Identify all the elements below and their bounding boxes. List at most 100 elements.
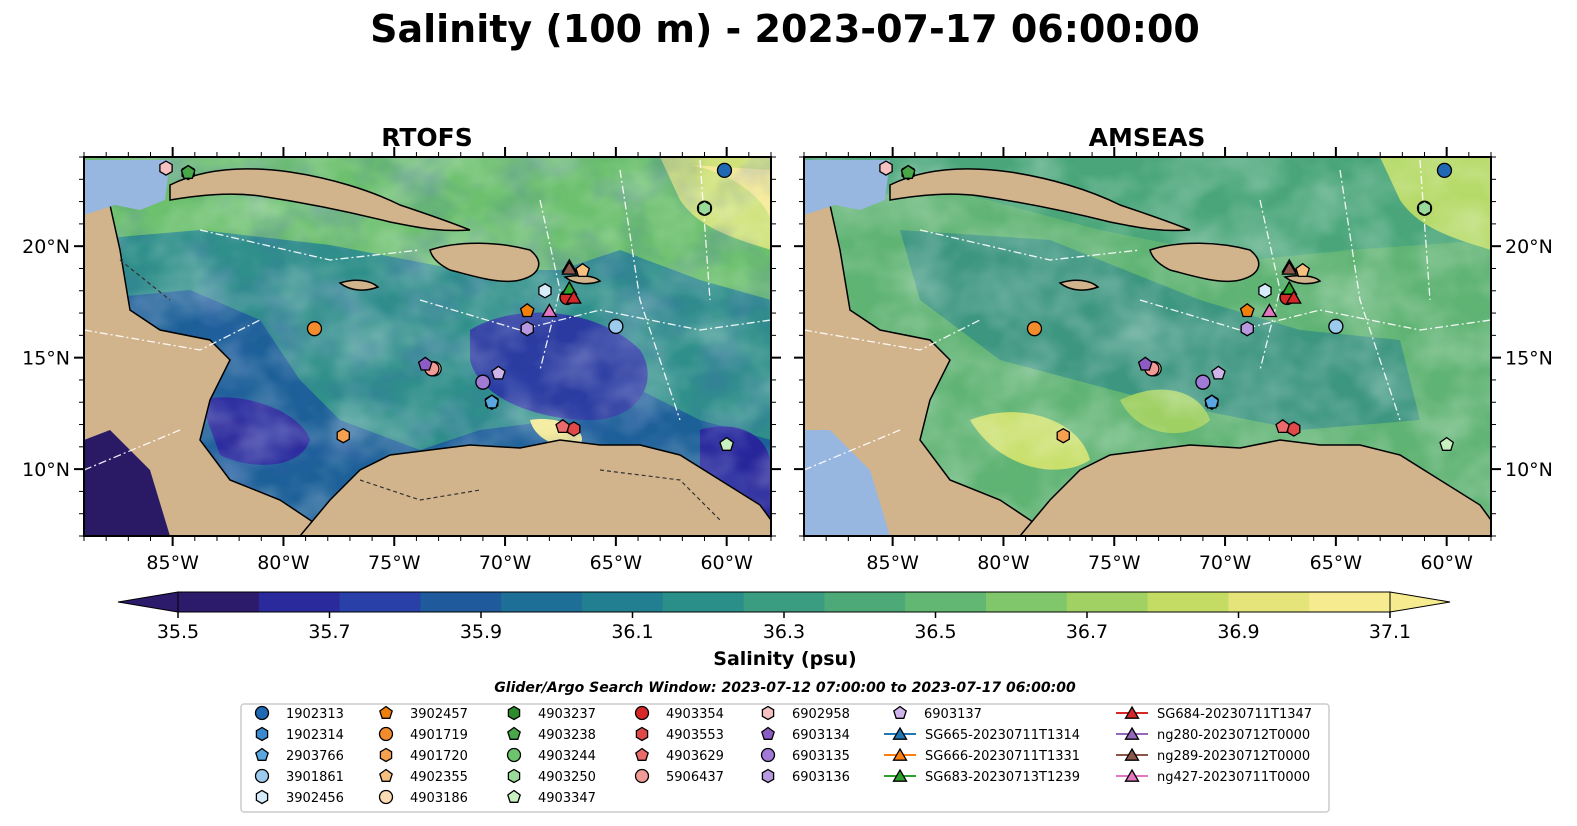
legend-label: 3901861 [286,770,344,785]
legend-marker [892,726,908,740]
legend-label: 6903137 [924,707,982,722]
obs-marker [1240,320,1254,337]
legend-label: 1902313 [286,707,344,722]
map-area [84,157,771,536]
legend-marker [378,726,394,742]
land-hispaniola [1149,242,1260,283]
legend-label: 4903553 [666,728,724,743]
land-south-america [1019,439,1491,536]
figure-title: Salinity (100 m) - 2023-07-17 06:00:00 [370,7,1200,51]
land-jamaica [338,279,380,291]
colorbar-tick-label: 36.5 [914,621,956,643]
x-tick-label: 70°W [479,552,532,574]
colorbar-segment [824,592,906,612]
map-frame [803,156,1492,537]
obs-marker [565,289,582,304]
obs-marker [541,303,558,318]
y-axis: 10°N 15°N 20°N [22,156,781,537]
obs-marker [1258,283,1272,299]
legend-marker [892,747,908,761]
legend-label: ng427-20230711T0000 [1157,770,1310,785]
obs-marker [1439,436,1455,451]
obs-marker [1281,280,1298,295]
legend-label: 4903186 [410,791,468,806]
colorbar-segment [420,592,502,612]
legend-label: SG684-20230711T1347 [1157,707,1312,722]
colorbar-label: Salinity (psu) [713,648,856,670]
obs-marker [900,164,916,179]
obs-marker [608,318,624,335]
x-tick-label: 65°W [590,552,643,574]
legend-label: 4901720 [410,749,468,764]
legend-marker [760,747,776,763]
colorbar-tick-label: 36.9 [1217,621,1259,643]
legend-marker [254,768,270,784]
y-tick-label: 20°N [22,236,70,258]
colorbar-segment [1309,592,1391,612]
obs-marker [697,200,712,217]
panel-rtofs: RTOFS [22,123,781,574]
obs-marker [519,302,535,318]
legend-label: 4903237 [538,707,596,722]
legend-marker [1124,747,1140,761]
legend-marker [634,768,650,784]
x-tick-label: 65°W [1310,552,1363,574]
colorbar-segment [1066,592,1149,612]
x-axis: 85°W 80°W 75°W 70°W 65°W 60°W [803,147,1492,574]
obs-marker [1295,262,1311,278]
x-tick-label: 75°W [368,552,421,574]
y-tick-label: 20°N [1505,236,1553,258]
colorbar-tick-label: 35.9 [460,621,502,643]
obs-marker [719,436,735,451]
legend-label: 4903354 [666,707,724,722]
x-tick-label: 60°W [700,552,753,574]
legend-marker [634,705,650,721]
search-window: Glider/Argo Search Window: 2023-07-12 07… [494,680,1076,696]
x-tick-label: 60°W [1420,552,1473,574]
legend-marker [255,789,269,805]
colorbar: 35.5 35.7 35.9 36.1 36.3 36.5 36.7 36.9 37.1 [117,591,1451,643]
x-tick-label: 70°W [1199,552,1252,574]
colorbar-segment [501,592,583,612]
x-tick-label: 85°W [146,552,199,574]
legend-label: 4901719 [410,728,468,743]
colorbar-segment [1147,592,1229,612]
legend-label: 1902314 [286,728,344,743]
legend-label: 6903136 [792,770,850,785]
obs-marker [575,262,591,278]
obs-marker [1436,162,1453,179]
legend-label: 4903250 [538,770,596,785]
obs-markers [159,160,735,451]
obs-marker [555,418,571,434]
colorbar-segment [1228,592,1310,612]
legend-marker [507,705,521,721]
obs-marker [1056,427,1070,444]
y-tick-label: 10°N [22,459,70,481]
land-hispaniola [429,242,540,283]
obs-marker [1204,394,1220,409]
legend-label: 4903238 [538,728,596,743]
panel-amseas: AMSEAS [794,123,1553,574]
colorbar-segment [905,592,987,612]
obs-marker [417,356,433,371]
colorbar-tick-label: 35.7 [308,621,350,643]
panel-title: AMSEAS [1089,123,1206,152]
land-yucatan [84,160,170,215]
legend-label: 5906437 [666,770,724,785]
legend-label: 4902355 [410,770,468,785]
obs-marker [491,365,506,380]
obs-marker [1137,356,1153,371]
colorbar-extend-low [117,591,179,613]
legend-items: 1902313 1902314 2903766 3901861 3902456 39024… [254,705,1312,806]
legend-marker [893,705,907,719]
legend: 1902313 1902314 2903766 3901861 3902456 39024… [240,703,1330,813]
legend-marker [761,768,775,784]
land-south-america [299,439,771,536]
legend-marker [507,789,521,803]
legend-marker [255,726,269,742]
legend-marker [892,768,908,782]
colorbar-segment [582,592,664,612]
obs-marker [306,321,323,337]
obs-marker [538,283,552,299]
obs-marker [561,260,578,275]
